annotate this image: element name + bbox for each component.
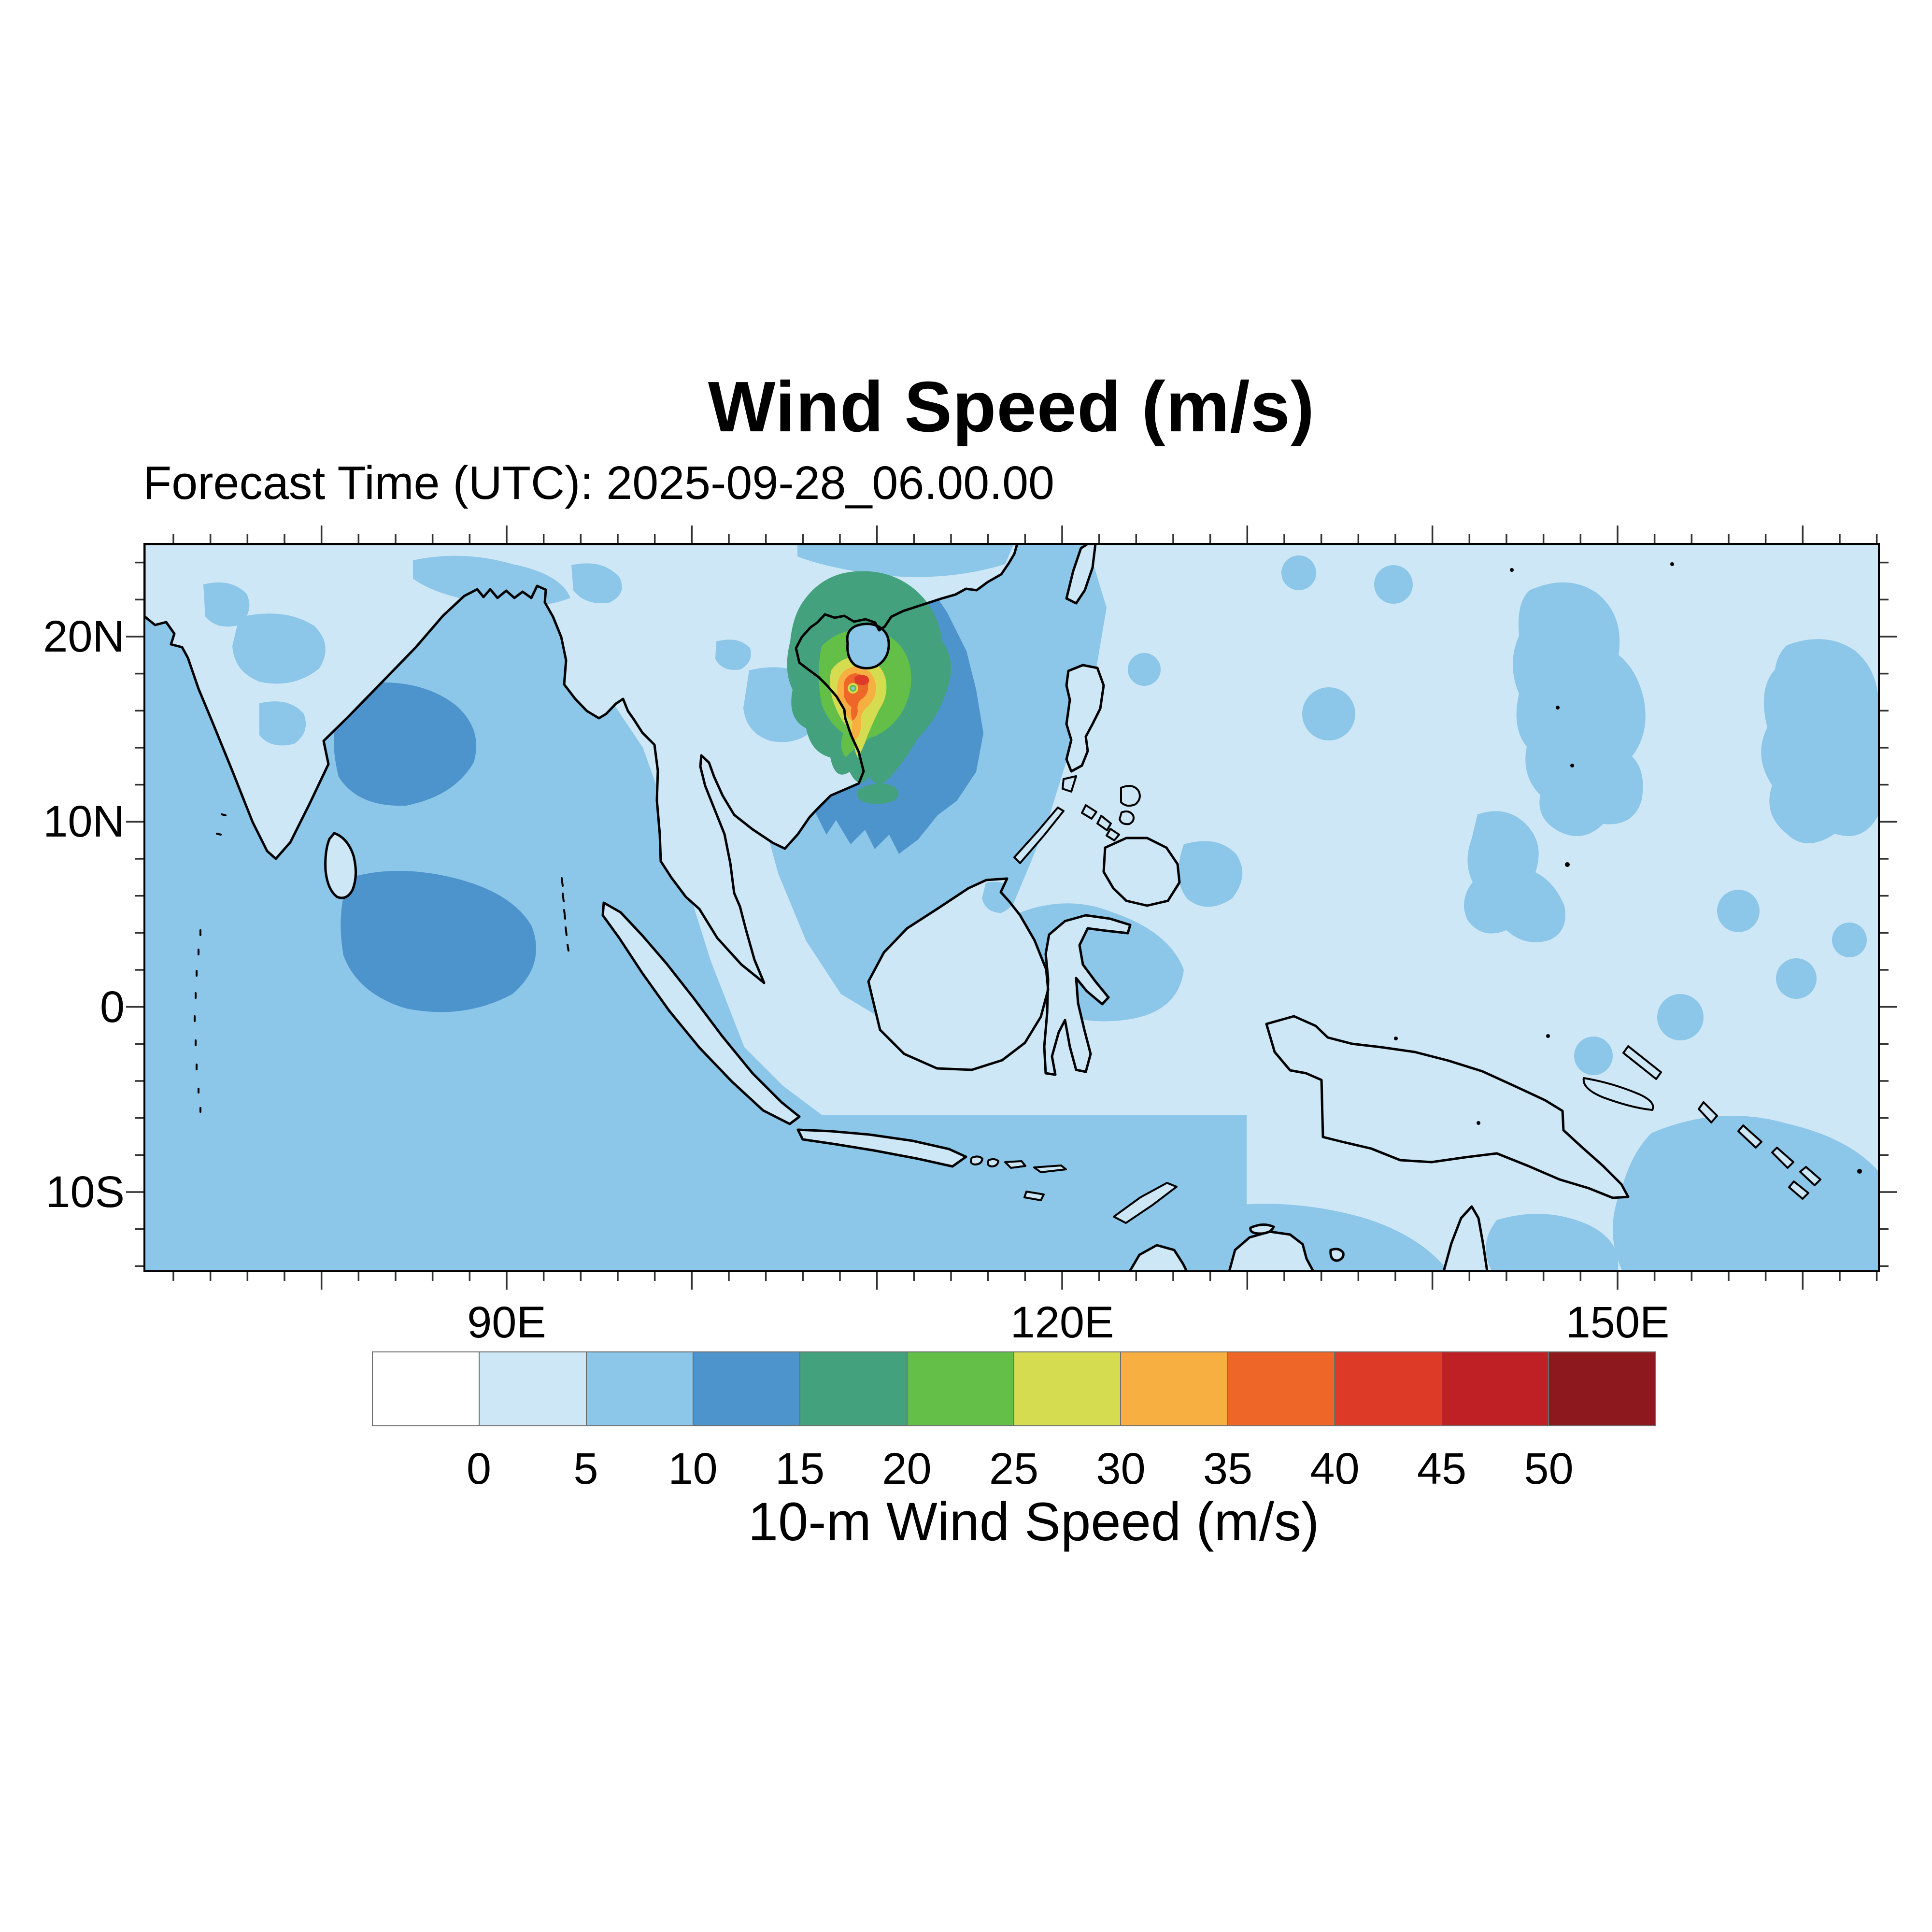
colorbar-cell (800, 1352, 908, 1425)
coastlines (144, 544, 1821, 1271)
y-axis-label-10s: 10S (45, 1167, 125, 1217)
axis-tick-marks (126, 526, 1897, 1290)
colorbar-tick-label: 50 (1524, 1444, 1574, 1493)
colorbar (372, 1351, 1656, 1426)
colorbar-cell (693, 1352, 801, 1425)
small-island-dots (1394, 562, 1862, 1174)
colorbar-tick-label: 10 (668, 1444, 718, 1493)
colorbar-tick-label: 35 (1203, 1444, 1253, 1493)
colorbar-title: 10-m Wind Speed (m/s) (748, 1492, 1320, 1552)
x-axis-label-150e: 150E (1565, 1298, 1670, 1347)
map-border (143, 543, 1880, 1272)
colorbar-cell (373, 1352, 480, 1425)
colorbar-cell (907, 1352, 1014, 1425)
map-plot-area (126, 526, 1897, 1290)
colorbar-tick-label: 0 (466, 1444, 492, 1493)
y-axis-label-10n: 10N (43, 797, 125, 846)
maldives-island-chain (194, 813, 227, 1113)
colorbar-cell (1548, 1352, 1655, 1425)
colorbar-cell (1335, 1352, 1442, 1425)
colorbar-tick-label: 15 (775, 1444, 825, 1493)
colorbar-tick-label: 25 (989, 1444, 1039, 1493)
colorbar-cell (1121, 1352, 1228, 1425)
tropical-cyclone-contours (787, 571, 951, 804)
colorbar-cell (1442, 1352, 1549, 1425)
colorbar-tick-label: 40 (1310, 1444, 1360, 1493)
colorbar-cell (586, 1352, 694, 1425)
colorbar-cell (480, 1352, 587, 1425)
chart-title: Wind Speed (m/s) (708, 367, 1315, 447)
colorbar-tick-label: 45 (1417, 1444, 1467, 1493)
x-axis-label-90e: 90E (467, 1298, 546, 1347)
wind-speed-contour-map (144, 544, 1879, 1271)
x-axis-label-120e: 120E (1010, 1298, 1114, 1347)
colorbar-tick-label: 30 (1096, 1444, 1146, 1493)
forecast-time-subtitle: Forecast Time (UTC): 2025-09-28_06.00.00 (143, 456, 1055, 509)
colorbar-cell (1014, 1352, 1122, 1425)
colorbar-tick-label: 5 (573, 1444, 598, 1493)
colorbar-cell (1228, 1352, 1335, 1425)
y-axis-label-20n: 20N (43, 612, 125, 661)
cyclone-eye (848, 683, 858, 694)
map-border-and-ticks (126, 526, 1897, 1290)
andaman-nicobar-islands (561, 877, 569, 952)
y-axis-label-0: 0 (99, 982, 125, 1032)
colorbar-tick-label: 20 (882, 1444, 932, 1493)
